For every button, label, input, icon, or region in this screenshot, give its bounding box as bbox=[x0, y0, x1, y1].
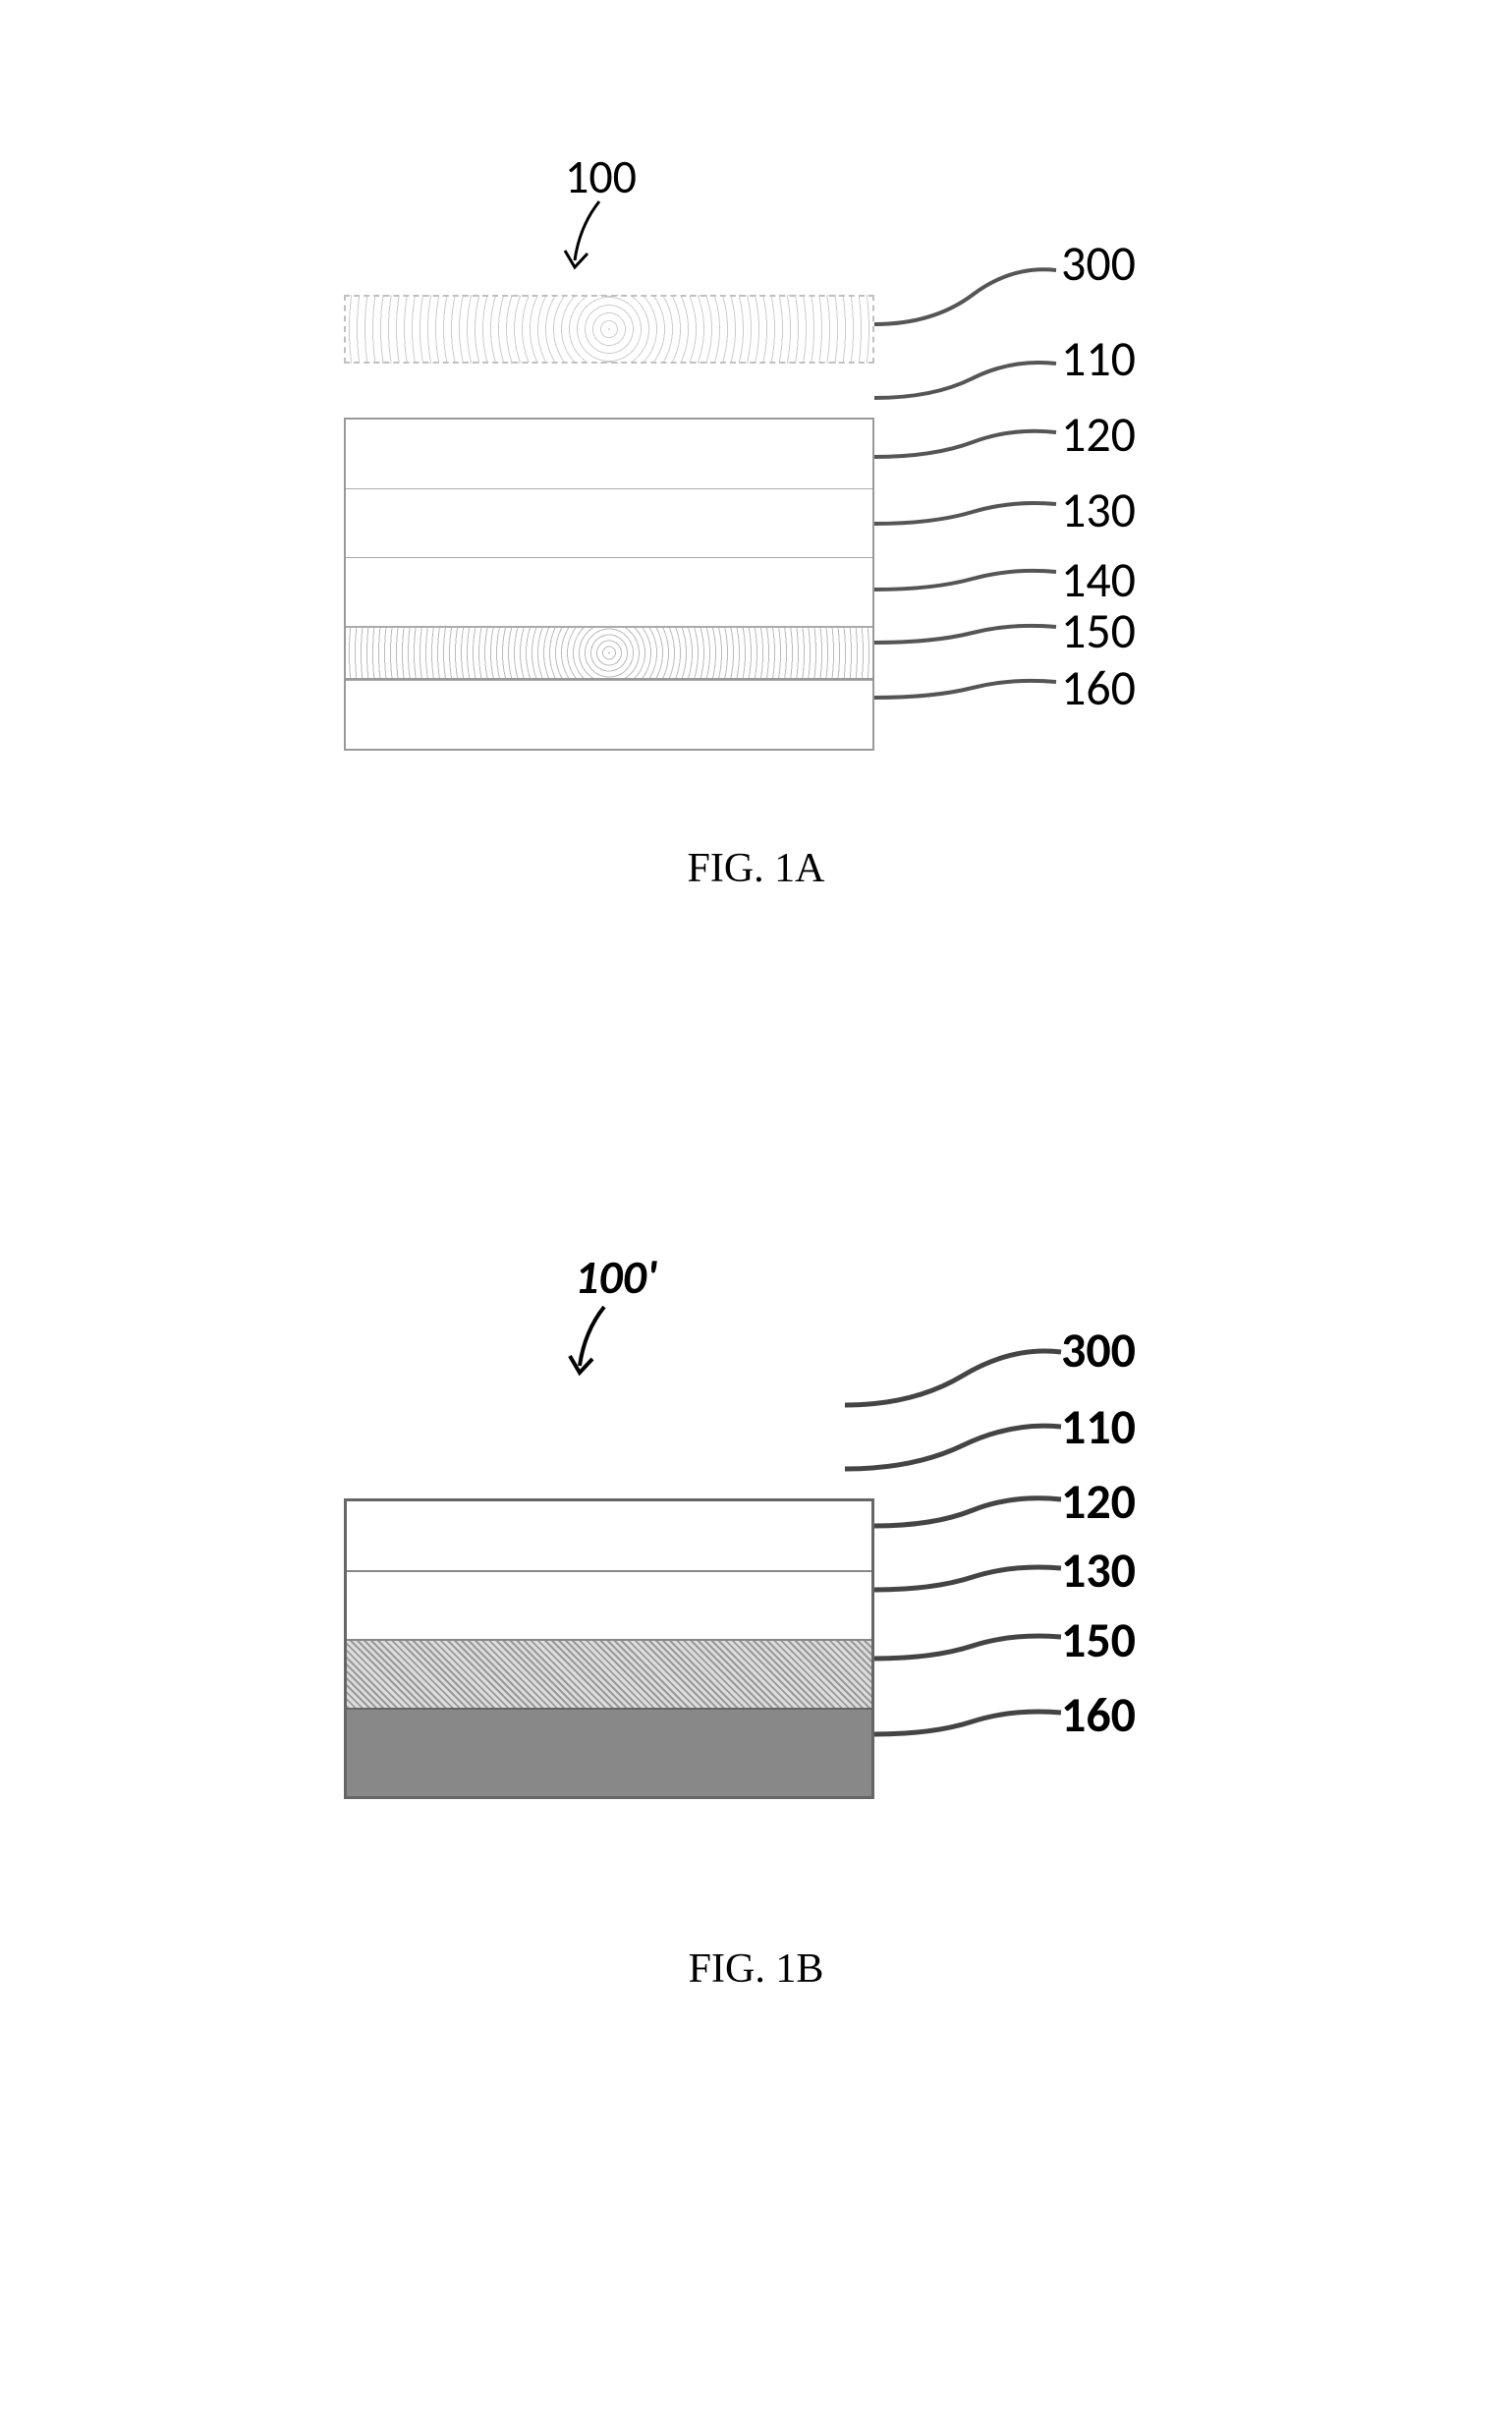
figure-caption-1b: FIG. 1B bbox=[0, 1945, 1512, 1993]
leader-120-b bbox=[874, 1492, 1071, 1546]
leader-130-b bbox=[874, 1560, 1071, 1609]
ref-label-150: 150 bbox=[1061, 601, 1136, 661]
leader-150 bbox=[874, 621, 1071, 660]
ref-label-130-b: 130 bbox=[1061, 1541, 1136, 1601]
ref-label-300-b: 300 bbox=[1061, 1321, 1136, 1381]
diagram-1b: 100' 300 110 120 130 150 160 bbox=[344, 1268, 1228, 1955]
ref-label-110-b: 110 bbox=[1061, 1397, 1136, 1457]
leader-130 bbox=[874, 496, 1071, 545]
layer-130 bbox=[346, 488, 872, 557]
layer-120-b bbox=[347, 1501, 871, 1570]
leader-110 bbox=[874, 354, 1071, 423]
layer-160-b bbox=[347, 1708, 871, 1796]
ref-label-150-b: 150 bbox=[1061, 1610, 1136, 1670]
arrow-down-icon bbox=[555, 1302, 624, 1390]
layer-stack-1b bbox=[344, 1498, 874, 1799]
leader-140 bbox=[874, 565, 1071, 609]
layer-150-b bbox=[347, 1639, 871, 1708]
ref-label-120: 120 bbox=[1061, 405, 1136, 465]
ref-label-300: 300 bbox=[1061, 234, 1136, 294]
layer-150 bbox=[346, 626, 872, 680]
arrow-down-icon bbox=[550, 197, 619, 285]
leader-300 bbox=[874, 265, 1071, 344]
layer-140 bbox=[346, 557, 872, 626]
figure-caption-1a: FIG. 1A bbox=[0, 845, 1512, 892]
ref-label-160-b: 160 bbox=[1061, 1685, 1136, 1745]
ref-label-160: 160 bbox=[1061, 658, 1136, 718]
assembly-ref-100-prime: 100' bbox=[575, 1248, 657, 1306]
leader-150-b bbox=[874, 1629, 1071, 1678]
figure-1a: 100 300 110 120 130 140 150 160 bbox=[0, 167, 1512, 914]
layer-160 bbox=[346, 680, 872, 749]
layer-stack-1a bbox=[344, 418, 874, 751]
leader-160 bbox=[874, 676, 1071, 715]
layer-300-detached bbox=[344, 295, 874, 364]
figure-1b: 100' 300 110 120 130 150 160 FIG. 1B bbox=[0, 1268, 1512, 1955]
layer-130-b bbox=[347, 1570, 871, 1639]
layer-120 bbox=[346, 420, 872, 488]
diagram-1a: 100 300 110 120 130 140 150 160 bbox=[344, 167, 1228, 914]
ref-label-120-b: 120 bbox=[1061, 1472, 1136, 1532]
leader-300-b bbox=[845, 1346, 1071, 1425]
leader-120 bbox=[874, 423, 1071, 481]
leader-110-b bbox=[845, 1420, 1071, 1489]
ref-label-130: 130 bbox=[1061, 480, 1136, 540]
leader-160-b bbox=[874, 1705, 1071, 1754]
ref-label-110: 110 bbox=[1061, 329, 1136, 389]
